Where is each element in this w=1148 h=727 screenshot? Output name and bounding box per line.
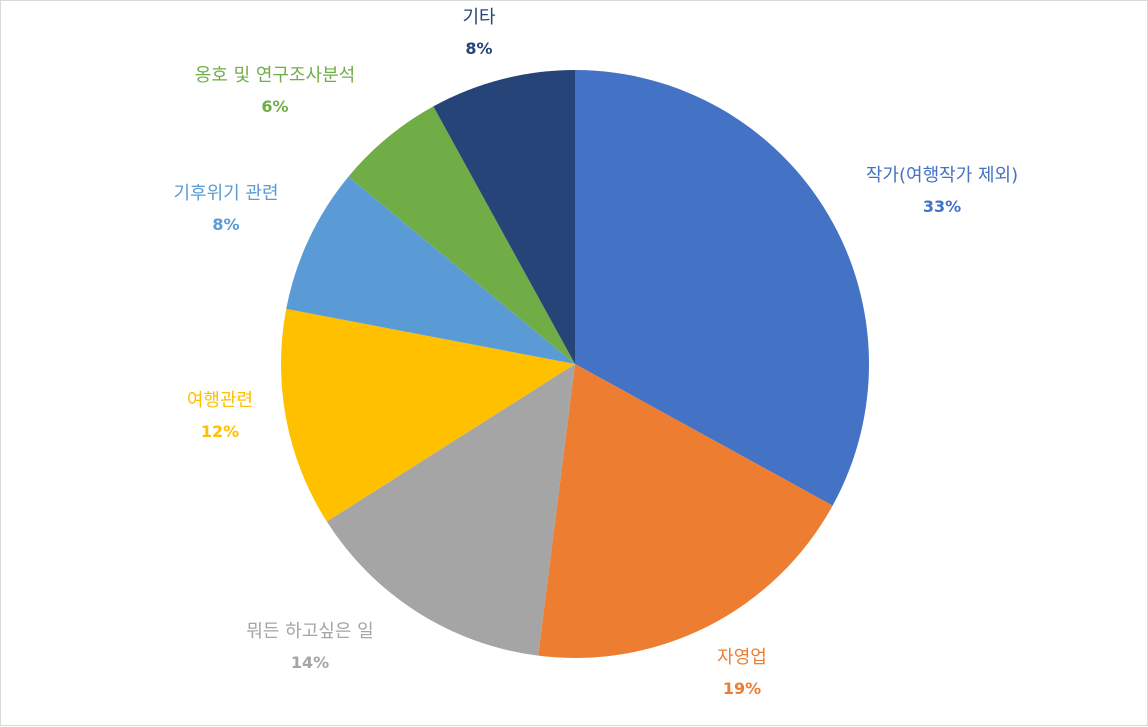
data-label-percent: 19%	[723, 679, 761, 698]
data-label-category: 옹호 및 연구조사분석	[195, 65, 355, 86]
data-label-category: 여행관련	[187, 390, 253, 411]
pie-slice-1	[575, 70, 869, 506]
data-label-percent: 12%	[201, 422, 239, 441]
data-label-category: 기타	[462, 7, 496, 28]
data-label-percent: 6%	[261, 97, 288, 116]
pie-slice-4	[281, 308, 575, 522]
pie-slice-6	[348, 106, 575, 365]
pie-slice-5	[286, 176, 575, 364]
pie-slice-7	[433, 70, 575, 364]
data-label-percent: 14%	[291, 653, 329, 672]
data-label-percent: 8%	[212, 215, 239, 234]
pie-slice-3	[326, 364, 575, 656]
data-label-category: 뭐든 하고싶은 일	[246, 621, 373, 642]
data-label-category: 자영업	[717, 647, 767, 668]
pie-slice-2	[538, 364, 833, 658]
data-label-category: 작가(여행작가 제외)	[866, 165, 1018, 186]
data-label-category: 기후위기 관련	[173, 183, 278, 204]
pie-labels: 작가(여행작가 제외) 33% 자영업 19% 뭐든 하고싶은 일 14% 여행관련 12% 기…	[173, 7, 1018, 698]
data-label-percent: 8%	[465, 39, 492, 58]
data-label-percent: 33%	[923, 197, 961, 216]
pie-slices	[281, 70, 869, 658]
